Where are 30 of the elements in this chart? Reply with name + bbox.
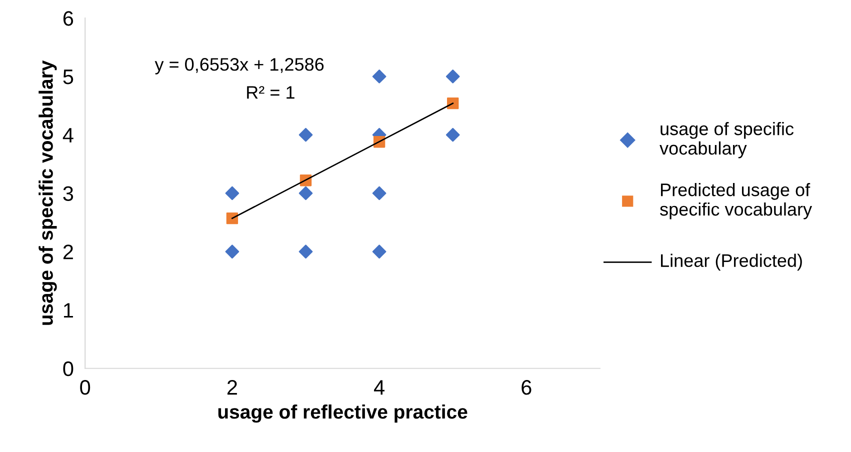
annotation: R² = 1	[247, 86, 294, 99]
legend-label: Linear (Predicted)	[661, 254, 802, 271]
y-tick-label: 3	[63, 186, 74, 201]
x-tick-label: 0	[80, 380, 90, 395]
point	[447, 97, 459, 110]
y-tick-label: 2	[63, 244, 73, 260]
point	[372, 244, 386, 259]
point	[446, 128, 460, 142]
point	[225, 186, 240, 200]
y-tick-label: 5	[63, 70, 74, 84]
point	[226, 212, 238, 224]
y-tick-label: 1	[64, 303, 73, 318]
y-tick-label: 4	[62, 128, 74, 142]
x-tick-label: 4	[374, 380, 384, 395]
point	[298, 186, 313, 200]
point	[372, 70, 386, 84]
y-axis-title: usage of specific vocabulary	[38, 60, 57, 325]
annotation: y = 0,6553x + 1,2586	[154, 58, 324, 74]
x-tick-label: 2	[227, 380, 237, 395]
point	[446, 70, 460, 84]
legend-label: Predicted usage of specific vocabulary	[660, 183, 812, 220]
y-tick-label: 0	[63, 361, 74, 376]
legend-label: usage of specific vocabulary	[660, 122, 794, 158]
point	[298, 128, 313, 142]
point	[298, 244, 313, 259]
point	[225, 244, 240, 259]
point	[372, 186, 386, 200]
y-tick-label: 6	[63, 11, 74, 26]
x-axis-title: usage of reflective practice	[218, 404, 468, 423]
x-tick-label: 6	[522, 380, 532, 395]
